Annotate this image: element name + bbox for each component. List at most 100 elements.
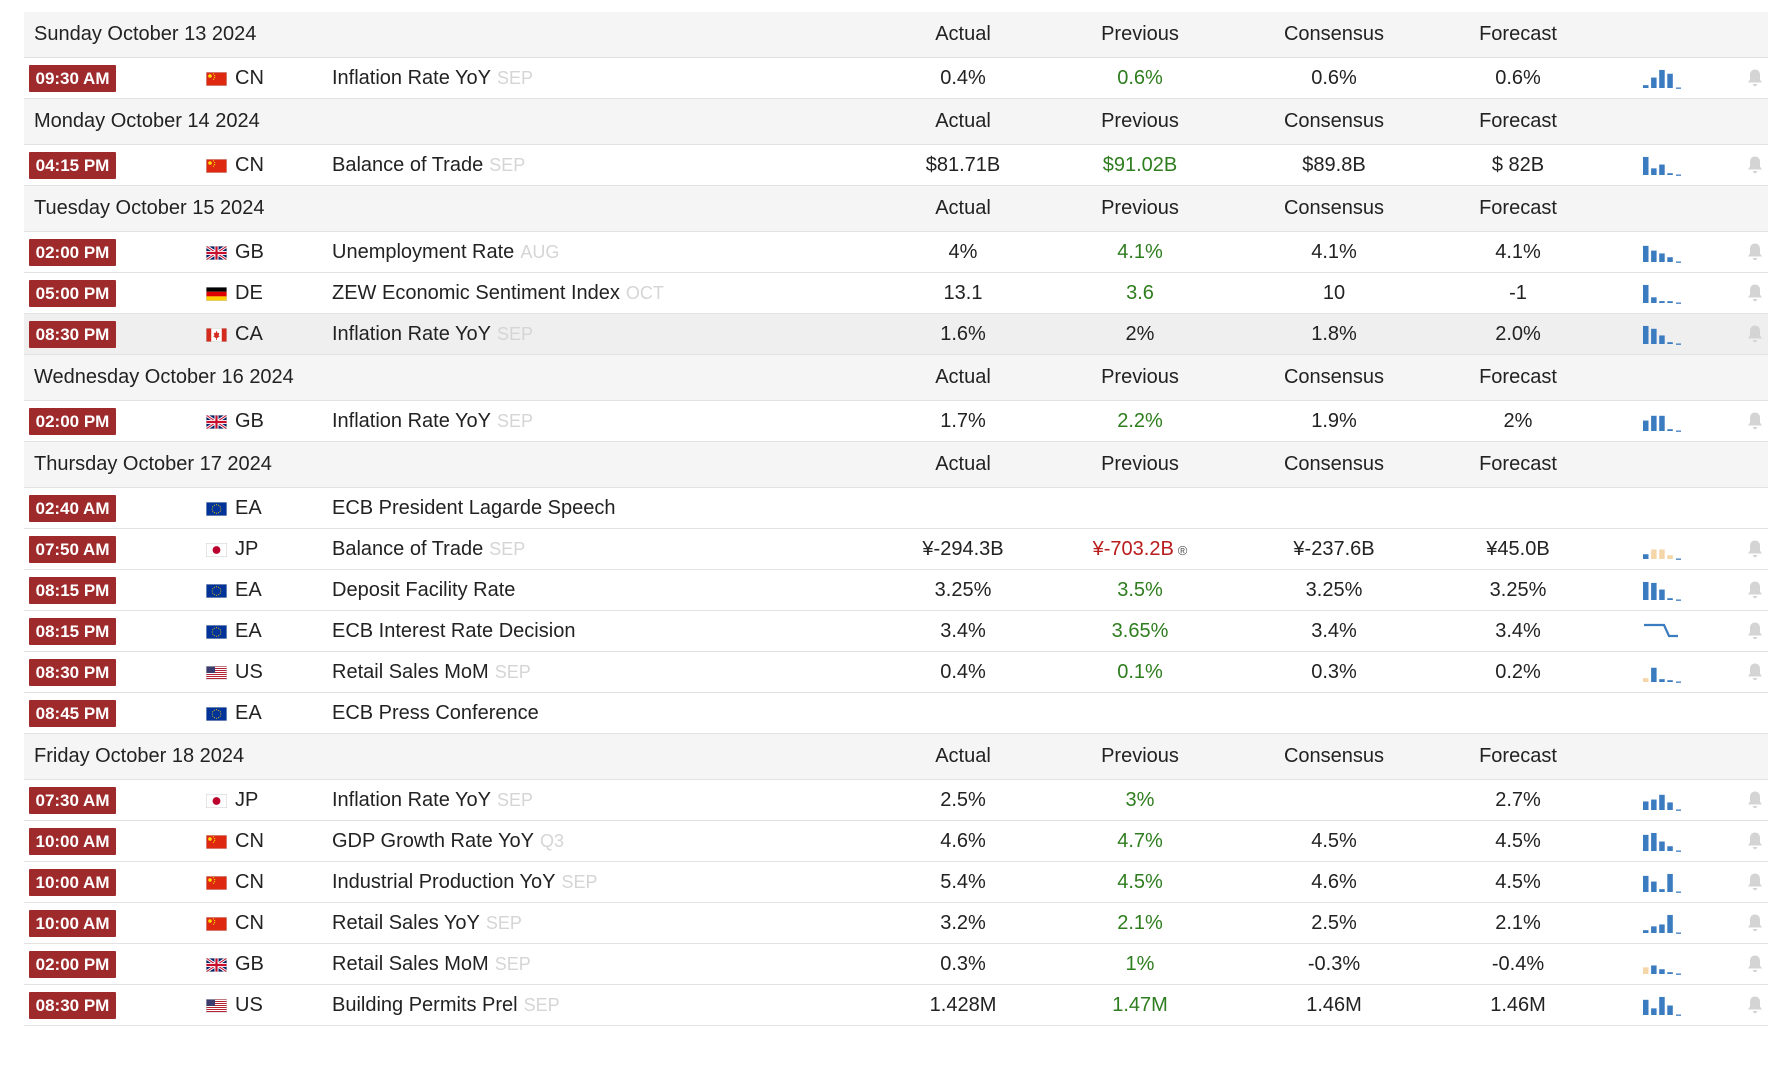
sparkline-chart[interactable] [1642,952,1682,976]
event-name-text[interactable]: Retail Sales YoY [332,912,480,934]
sparkline-chart[interactable] [1642,322,1682,346]
event-name[interactable]: Unemployment Rate AUG [332,232,559,273]
event-name[interactable]: Balance of Trade SEP [332,145,525,186]
event-actual-value: 1.428M [929,994,997,1016]
event-row[interactable]: 08:15 PM EA Deposit Facility Rate 3.25% 3.5%… [24,570,1768,611]
event-previous-value: ¥-703.2B [1092,538,1174,560]
bell-icon[interactable] [1746,539,1764,559]
bell-icon[interactable] [1746,411,1764,431]
sparkline-chart[interactable] [1642,829,1682,853]
event-row[interactable]: 08:30 PM US Retail Sales MoM SEP 0.4% 0.1% 0.3… [24,652,1768,693]
event-name-text[interactable]: Inflation Rate YoY [332,323,492,345]
bell-icon[interactable] [1746,155,1764,175]
event-row[interactable]: 07:30 AM JP Inflation Rate YoY SEP 2.5% 3% 2.7… [24,780,1768,821]
event-name-text[interactable]: Industrial Production YoY [332,871,556,893]
event-row[interactable]: 04:15 PM CN Balance of Trade SEP $81.71B $91.… [24,145,1768,186]
sparkline-chart[interactable] [1642,409,1682,433]
event-name[interactable]: Retail Sales MoM SEP [332,652,531,693]
event-name[interactable]: Inflation Rate YoY SEP [332,401,533,442]
event-row[interactable]: 02:00 PM GB Unemployment Rate AUG 4% 4.1% 4.1%… [24,232,1768,273]
sparkline-bar [1651,297,1657,303]
sparkline-chart[interactable] [1642,619,1682,643]
event-name[interactable]: Deposit Facility Rate [332,570,515,611]
event-country-code: US [235,661,263,683]
sparkline-chart[interactable] [1642,153,1682,177]
bell-icon[interactable] [1746,68,1764,88]
event-row[interactable]: 07:50 AM JP Balance of Trade SEP ¥-294.3B ¥-7… [24,529,1768,570]
event-name[interactable]: Retail Sales MoM SEP [332,944,531,985]
event-time-badge: 07:30 AM [29,787,116,814]
event-name[interactable]: ECB Interest Rate Decision [332,611,575,652]
event-name-text[interactable]: Retail Sales MoM [332,953,489,975]
event-name-text[interactable]: ECB President Lagarde Speech [332,497,616,519]
event-row[interactable]: 08:30 PM US Building Permits Prel SEP 1.428M… [24,985,1768,1026]
event-name-text[interactable]: ECB Interest Rate Decision [332,620,576,642]
sparkline-chart[interactable] [1642,66,1682,90]
sparkline-chart[interactable] [1642,788,1682,812]
bell-icon[interactable] [1746,242,1764,262]
event-name-text[interactable]: Unemployment Rate [332,241,515,263]
bell-icon[interactable] [1746,662,1764,682]
event-row[interactable]: 08:15 PM EA ECB Interest Rate Decision 3.4%… [24,611,1768,652]
bell-icon[interactable] [1746,621,1764,641]
sparkline-bar [1667,972,1673,974]
event-country-code: EA [235,620,262,642]
sparkline-chart[interactable] [1642,537,1682,561]
event-name[interactable]: Retail Sales YoY SEP [332,903,522,944]
event-row[interactable]: 08:30 PM CA Inflation Rate YoY SEP 1.6% 2% 1.8… [24,314,1768,355]
event-name[interactable]: Industrial Production YoY SEP [332,862,598,903]
event-country-code: EA [235,579,262,601]
event-name[interactable]: Inflation Rate YoY SEP [332,314,533,355]
bell-icon[interactable] [1746,995,1764,1015]
bell-icon[interactable] [1746,831,1764,851]
event-name[interactable]: ZEW Economic Sentiment Index OCT [332,273,664,314]
event-row[interactable]: 10:00 AM CN Industrial Production YoY SEP 5.… [24,862,1768,903]
event-name-text[interactable]: Balance of Trade [332,154,484,176]
event-name[interactable]: ECB Press Conference [332,693,539,734]
event-name-text[interactable]: Building Permits Prel [332,994,518,1016]
event-row[interactable]: 08:45 PM EA ECB Press Conference [24,693,1768,734]
bell-icon[interactable] [1746,913,1764,933]
sparkline-chart[interactable] [1642,870,1682,894]
event-row[interactable]: 10:00 AM CN Retail Sales YoY SEP 3.2% 2.1% 2.5… [24,903,1768,944]
sparkline-chart[interactable] [1642,281,1682,305]
bell-icon[interactable] [1746,283,1764,303]
bell-icon[interactable] [1746,324,1764,344]
column-header-actual: Actual [935,453,991,475]
event-row[interactable]: 02:00 PM GB Inflation Rate YoY SEP 1.7% 2.2% 1… [24,401,1768,442]
event-name-text[interactable]: GDP Growth Rate YoY [332,830,534,852]
event-name[interactable]: Inflation Rate YoY SEP [332,58,533,99]
event-row[interactable]: 05:00 PM DE ZEW Economic Sentiment Index OC… [24,273,1768,314]
event-name[interactable]: GDP Growth Rate YoY Q3 [332,821,564,862]
sparkline-chart[interactable] [1642,578,1682,602]
event-row[interactable]: 10:00 AM CN GDP Growth Rate YoY Q3 4.6% 4.7% 4… [24,821,1768,862]
event-name-text[interactable]: ECB Press Conference [332,702,539,724]
sparkline-chart[interactable] [1642,240,1682,264]
bell-icon[interactable] [1746,790,1764,810]
event-forecast-value: 0.6% [1495,67,1541,89]
event-country-code: CN [235,871,264,893]
event-row[interactable]: 02:40 AM EA ECB President Lagarde Speech [24,488,1768,529]
event-name-text[interactable]: Inflation Rate YoY [332,789,492,811]
event-name[interactable]: Building Permits Prel SEP [332,985,560,1026]
event-name[interactable]: Inflation Rate YoY SEP [332,780,533,821]
event-previous-cell: 3.5% [1117,570,1163,611]
event-name-text[interactable]: Balance of Trade [332,538,484,560]
event-row[interactable]: 09:30 AM CN Inflation Rate YoY SEP 0.4% 0.6% 0… [24,58,1768,99]
bell-icon[interactable] [1746,954,1764,974]
event-name-text[interactable]: Inflation Rate YoY [332,67,492,89]
bell-icon[interactable] [1746,580,1764,600]
event-name[interactable]: Balance of Trade SEP [332,529,525,570]
event-name-text[interactable]: Retail Sales MoM [332,661,489,683]
bell-icon[interactable] [1746,872,1764,892]
event-name-text[interactable]: ZEW Economic Sentiment Index [332,282,620,304]
event-country-code: EA [235,702,262,724]
event-name-text[interactable]: Deposit Facility Rate [332,579,516,601]
event-name[interactable]: ECB President Lagarde Speech [332,488,616,529]
sparkline-chart[interactable] [1642,660,1682,684]
event-name-text[interactable]: Inflation Rate YoY [332,410,492,432]
sparkline-chart[interactable] [1642,993,1682,1017]
sparkline-bar [1651,832,1657,851]
sparkline-chart[interactable] [1642,911,1682,935]
event-row[interactable]: 02:00 PM GB Retail Sales MoM SEP 0.3% 1% -0.3%… [24,944,1768,985]
